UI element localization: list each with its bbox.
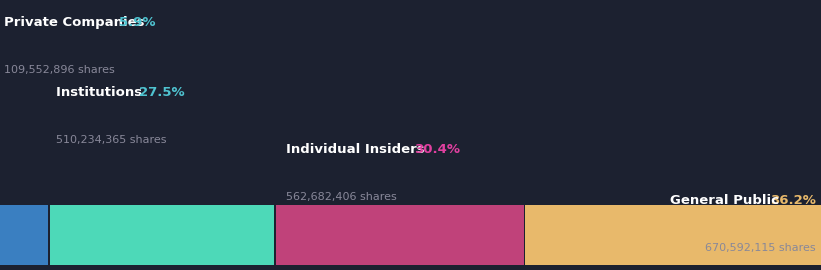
Text: 30.4%: 30.4% — [414, 143, 460, 156]
Text: 510,234,365 shares: 510,234,365 shares — [56, 135, 167, 145]
Bar — [48, 205, 50, 265]
Text: 670,592,115 shares: 670,592,115 shares — [705, 243, 816, 253]
Text: Private Companies: Private Companies — [4, 16, 149, 29]
Text: 5.9%: 5.9% — [119, 16, 156, 29]
Bar — [524, 205, 525, 265]
Bar — [524, 205, 821, 265]
Bar — [274, 205, 276, 265]
Text: 27.5%: 27.5% — [139, 86, 185, 99]
Text: 109,552,896 shares: 109,552,896 shares — [4, 65, 115, 75]
Bar — [48, 205, 274, 265]
Text: 36.2%: 36.2% — [770, 194, 816, 207]
Text: Individual Insiders: Individual Insiders — [286, 143, 429, 156]
Bar — [0, 205, 48, 265]
Text: General Public: General Public — [671, 194, 784, 207]
Bar — [274, 205, 524, 265]
Text: 562,682,406 shares: 562,682,406 shares — [286, 192, 397, 202]
Text: Institutions: Institutions — [56, 86, 147, 99]
